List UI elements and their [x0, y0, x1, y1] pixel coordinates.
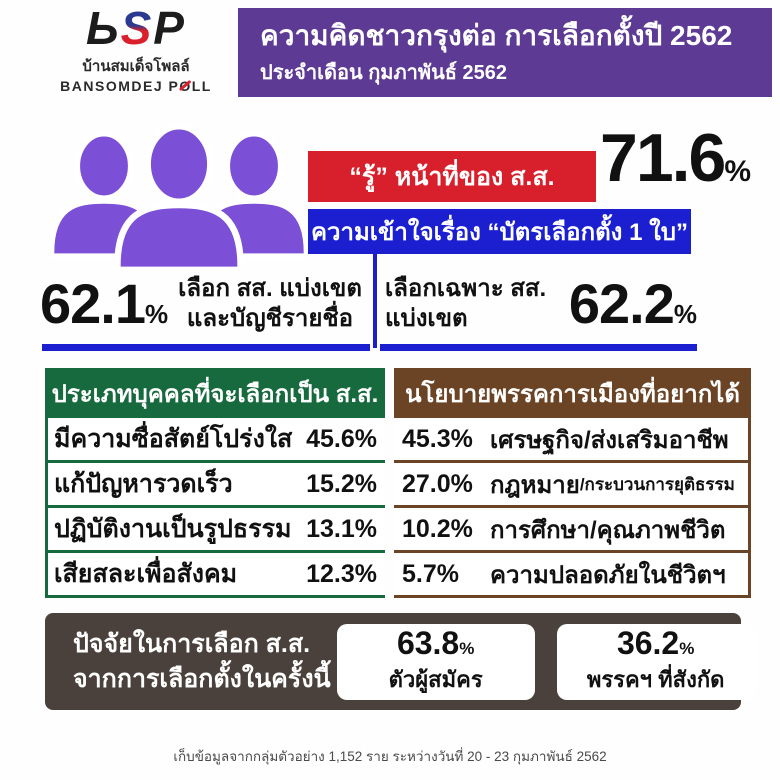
- person-type-table: ประเภทบุคคลที่จะเลือกเป็น ส.ส. มีความซื่…: [45, 368, 385, 598]
- table-row: 5.7% ความปลอดภัยในชีวิตฯ: [394, 553, 748, 598]
- factor-party-value: 36.2%: [617, 627, 694, 659]
- person-type-table-header: ประเภทบุคคลที่จะเลือกเป็น ส.ส.: [45, 368, 385, 418]
- vote-factors-label-line2: จากการเลือกตั้งในครั้งนี้: [73, 664, 331, 693]
- know-duty-number: 71.6: [600, 120, 726, 196]
- row-value: 5.7%: [402, 559, 459, 588]
- methodology-note: เก็บข้อมูลจากกลุ่มตัวอย่าง 1,152 ราย ระห…: [173, 749, 607, 764]
- logo-mark-b: Ь: [86, 2, 121, 54]
- row-value: 27.0%: [402, 469, 473, 498]
- row-value: 13.1%: [306, 514, 377, 543]
- row-label: แก้ปัญหารวดเร็ว: [54, 470, 233, 498]
- page-title: ความคิดชาวกรุงต่อ การเลือกตั้งปี 2562: [260, 20, 733, 51]
- factor-party-number: 36.2: [616, 624, 680, 661]
- people-group-icon: [28, 108, 330, 268]
- row-value: 15.2%: [306, 469, 377, 498]
- row-label: กฎหมาย: [490, 471, 580, 499]
- table-row: 45.3% เศรษฐกิจ/ส่งเสริมอาชีพ: [394, 418, 748, 463]
- factor-candidate-number: 63.8: [396, 624, 460, 661]
- factor-candidate-pill: 63.8% ตัวผู้สมัคร: [336, 623, 535, 700]
- page-subtitle: ประจำเดือน กุมภาพันธ์ 2562: [260, 61, 508, 84]
- row-label: ความปลอดภัยในชีวิตฯ: [490, 561, 726, 589]
- header-banner: ความคิดชาวกรุงต่อ การเลือกตั้งปี 2562 ปร…: [238, 8, 772, 97]
- blue-underline-right: [380, 344, 697, 351]
- row-value: 45.6%: [306, 424, 377, 453]
- vote-factors-label-line1: ปัจจัยในการเลือก ส.ส.: [73, 629, 311, 658]
- stat-left-value: 62.1%: [40, 276, 168, 332]
- factor-candidate-value: 63.8%: [397, 627, 474, 659]
- policy-table-header: นโยบายพรรคการเมืองที่อยากได้: [394, 368, 751, 418]
- stat-left-label-line2: และบัญชีรายชื่อ: [186, 305, 354, 332]
- row-value: 12.3%: [306, 559, 377, 588]
- stat-left-label-line1: เลือก สส. แบ่งเขต: [178, 275, 362, 302]
- blue-divider: [373, 253, 377, 348]
- row-label: เศรษฐกิจ/ส่งเสริมอาชีพ: [490, 426, 729, 454]
- row-label: เสียสละเพื่อสังคม: [54, 560, 238, 588]
- table-row: แก้ปัญหารวดเร็ว 15.2%: [48, 463, 385, 508]
- logo-mark: ЬSP: [50, 5, 222, 51]
- know-duty-badge: “รู้” หน้าที่ของ ส.ส.: [308, 151, 596, 202]
- logo-eng-pre: BANSOMDEJ P: [60, 78, 180, 94]
- table-row: มีความซื่อสัตย์โปร่งใส 45.6%: [48, 418, 385, 463]
- ballot-understanding-badge: ความเข้าใจเรื่อง “บัตรเลือกตั้ง 1 ใบ”: [308, 209, 691, 254]
- logo-eng-post: LL: [191, 78, 212, 94]
- table-row: เสียสละเพื่อสังคม 12.3%: [48, 553, 385, 598]
- stat-right-number: 62.2: [568, 272, 675, 335]
- stat-right-label-line2: แบ่งเขต: [385, 305, 468, 332]
- row-value: 10.2%: [402, 514, 473, 543]
- table-row: 27.0% กฎหมาย/กระบวนการยุติธรรม: [394, 463, 748, 508]
- percent-sign: %: [459, 638, 475, 658]
- table-row: 10.2% การศึกษา/คุณภาพชีวิต: [394, 508, 748, 553]
- know-duty-value: 71.6%: [600, 124, 751, 192]
- logo-english-name: BANSOMDEJ POLL: [50, 78, 222, 94]
- percent-sign: %: [145, 299, 169, 329]
- vote-factors-label: ปัจจัยในการเลือก ส.ส. จากการเลือกตั้งในค…: [73, 627, 331, 697]
- table-row: ปฏิบัติงานเป็นรูปธรรม 13.1%: [48, 508, 385, 553]
- stat-constituency-only: เลือกเฉพาะ สส. แบ่งเขต 62.2%: [385, 274, 697, 334]
- policy-table-rows: 45.3% เศรษฐกิจ/ส่งเสริมอาชีพ 27.0% กฎหมาย /…: [394, 418, 751, 598]
- stat-constituency-and-partylist: 62.1% เลือก สส. แบ่งเขต และบัญชีรายชื่อ: [40, 274, 370, 334]
- factor-party-pill: 36.2% พรรคฯ ที่สังกัด: [556, 623, 755, 700]
- row-label: มีความซื่อสัตย์โปร่งใส: [54, 425, 293, 453]
- percent-sign: %: [724, 155, 752, 188]
- bansomdej-poll-logo: ЬSP บ้านสมเด็จโพลล์ BANSOMDEJ POLL: [50, 5, 222, 101]
- row-label: ปฏิบัติงานเป็นรูปธรรม: [54, 515, 292, 543]
- row-label: การศึกษา/คุณภาพชีวิต: [490, 516, 726, 544]
- stat-right-label: เลือกเฉพาะ สส. แบ่งเขต: [385, 274, 546, 334]
- percent-sign: %: [673, 299, 697, 329]
- stat-right-label-line1: เลือกเฉพาะ สส.: [385, 275, 547, 302]
- percent-sign: %: [679, 638, 695, 658]
- blue-underline-left: [42, 344, 370, 351]
- policy-table: นโยบายพรรคการเมืองที่อยากได้ 45.3% เศรษฐก…: [394, 368, 751, 598]
- stat-left-label: เลือก สส. แบ่งเขต และบัญชีรายชื่อ: [178, 274, 362, 334]
- row-value: 45.3%: [402, 424, 473, 453]
- stat-left-number: 62.1: [40, 272, 146, 335]
- row-label-small: /กระบวนการยุติธรรม: [579, 474, 735, 494]
- factor-party-label: พรรคฯ ที่สังกัด: [586, 666, 725, 692]
- stat-right-value: 62.2%: [569, 276, 697, 332]
- logo-o-ballot-icon: O: [179, 78, 192, 94]
- factor-candidate-label: ตัวผู้สมัคร: [388, 666, 483, 692]
- logo-thai-name: บ้านสมเด็จโพลล์: [82, 58, 190, 75]
- logo-mark-p: P: [153, 2, 186, 54]
- person-type-table-rows: มีความซื่อสัตย์โปร่งใส 45.6% แก้ปัญหารวดเ…: [45, 418, 385, 598]
- logo-mark-s: S: [120, 2, 154, 54]
- vote-factors-box: ปัจจัยในการเลือก ส.ส. จากการเลือกตั้งในค…: [45, 613, 755, 710]
